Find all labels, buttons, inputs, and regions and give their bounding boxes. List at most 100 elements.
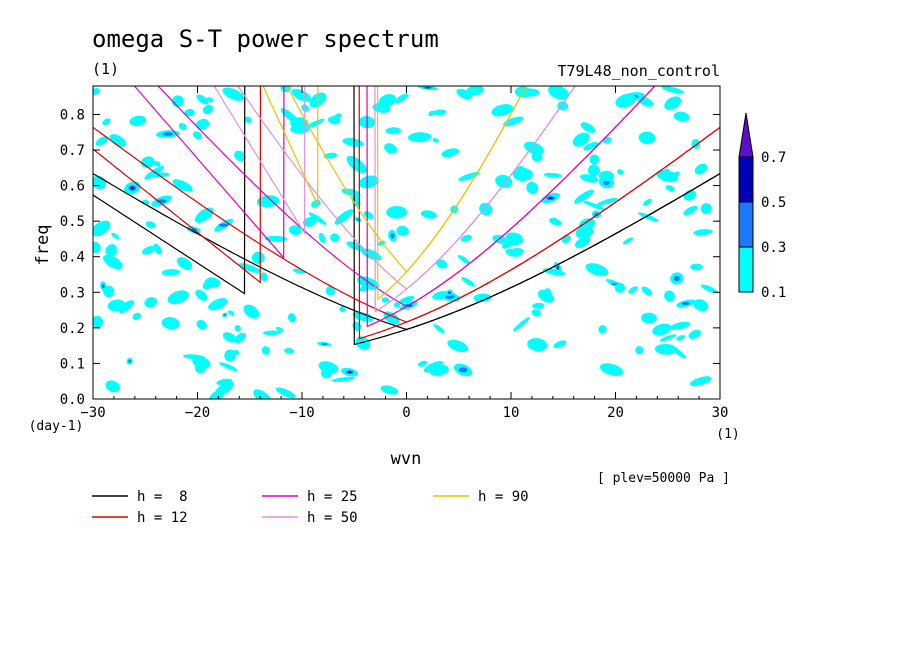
power-patch	[466, 86, 484, 96]
power-patch	[182, 354, 206, 360]
power-patch	[641, 312, 657, 324]
power-patch	[690, 376, 712, 387]
power-patch	[420, 210, 437, 219]
x-tick-label: 0	[402, 405, 410, 421]
power-patch	[176, 257, 193, 271]
power-patch	[396, 225, 409, 237]
y-tick-label: 0.4	[60, 250, 85, 266]
power-patch	[457, 255, 470, 264]
power-patch	[583, 141, 599, 151]
power-patch	[479, 202, 493, 216]
power-patch	[548, 86, 570, 100]
power-patch	[638, 212, 659, 222]
x-axis-unit: (1)	[716, 427, 739, 442]
power-patch	[393, 302, 401, 308]
power-patch	[346, 155, 367, 174]
power-patch	[291, 88, 311, 102]
y-tick-label: 0.6	[60, 179, 85, 195]
power-patch-peak	[347, 371, 352, 374]
power-patch-high	[223, 314, 227, 316]
power-patch	[224, 349, 236, 362]
power-patch	[461, 277, 476, 287]
power-patch	[542, 268, 566, 276]
power-patch	[473, 293, 492, 303]
power-patch	[264, 235, 288, 242]
power-patch	[589, 154, 600, 165]
power-patch-peak	[425, 87, 430, 89]
power-patch	[441, 148, 460, 158]
power-patch	[693, 229, 713, 236]
power-patch	[700, 203, 712, 215]
power-patch	[572, 132, 590, 147]
power-patch	[384, 143, 398, 154]
power-patch-high	[390, 233, 395, 239]
power-patch	[284, 347, 295, 354]
colorbar-arrow	[738, 112, 754, 158]
power-patch	[234, 150, 246, 162]
power-patch	[614, 282, 625, 293]
power-patch	[195, 118, 210, 130]
power-patch	[549, 217, 562, 226]
dispersion-curve-lower	[93, 172, 720, 331]
dispersion-curve-lower	[157, 86, 656, 308]
power-patch	[635, 346, 644, 355]
legend-label: h = 50	[307, 510, 358, 526]
power-patch	[308, 212, 327, 225]
power-patch	[222, 87, 245, 101]
power-patch	[512, 317, 530, 332]
power-patch	[153, 243, 163, 255]
power-patch	[153, 161, 161, 167]
power-patch	[196, 319, 207, 330]
power-patch	[658, 346, 674, 355]
power-patch-peak	[557, 266, 559, 270]
colorbar-label: 0.1	[761, 285, 786, 301]
power-patch	[262, 330, 281, 336]
power-patch	[205, 277, 221, 288]
y-axis-label: freq	[33, 225, 53, 266]
power-patch	[202, 104, 214, 115]
power-patch	[129, 115, 147, 127]
power-patch	[423, 361, 444, 373]
power-patch	[302, 216, 317, 227]
dispersion-curve-lower	[93, 126, 720, 323]
power-patch	[275, 326, 284, 332]
power-patch	[447, 339, 469, 353]
power-patch	[381, 297, 390, 303]
colorbar-label: 0.3	[761, 240, 786, 256]
power-patch	[256, 195, 280, 208]
power-patch	[408, 132, 432, 143]
power-patch	[532, 302, 545, 309]
y-tick-label: 0.0	[60, 392, 85, 408]
power-patch	[553, 340, 567, 349]
power-patch	[167, 290, 190, 305]
power-patch	[311, 199, 321, 208]
colorbar-segment	[738, 156, 754, 203]
power-patch	[219, 362, 238, 372]
power-patch	[574, 189, 594, 204]
power-patch	[622, 237, 634, 245]
power-patch	[234, 332, 246, 344]
power-patch-high	[681, 302, 691, 305]
x-tick-label: 30	[712, 405, 729, 421]
chart-title: omega S-T power spectrum	[92, 25, 439, 53]
power-patch	[194, 360, 207, 374]
power-patch	[244, 116, 252, 124]
power-patch	[361, 118, 370, 124]
y-tick-label: 0.8	[60, 107, 85, 123]
power-patch	[305, 118, 325, 129]
power-patch	[380, 385, 399, 395]
colorbar-label: 0.5	[761, 195, 786, 211]
power-patch	[394, 93, 409, 104]
power-patch	[543, 172, 562, 178]
power-patch	[580, 122, 596, 133]
x-tick-label: −20	[185, 405, 210, 421]
power-patch	[222, 332, 237, 343]
power-patch	[321, 368, 332, 379]
power-patch	[105, 244, 117, 256]
power-patch	[652, 323, 672, 336]
power-patch	[417, 360, 428, 367]
power-patch	[585, 263, 609, 277]
power-patch	[142, 246, 156, 255]
legend-label: h = 90	[478, 489, 529, 505]
